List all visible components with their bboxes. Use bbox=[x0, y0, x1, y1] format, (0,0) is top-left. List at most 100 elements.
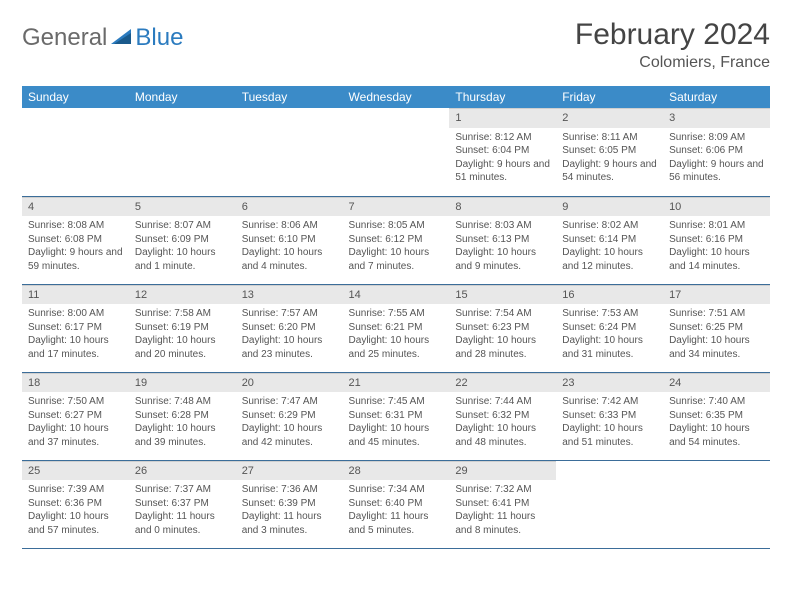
cell-body: Sunrise: 8:05 AMSunset: 6:12 PMDaylight:… bbox=[343, 216, 450, 278]
sunset-text: Sunset: 6:25 PM bbox=[669, 321, 764, 335]
daylight-text: Daylight: 10 hours and 45 minutes. bbox=[349, 422, 444, 449]
daylight-text: Daylight: 10 hours and 7 minutes. bbox=[349, 246, 444, 273]
day-number: 21 bbox=[343, 373, 450, 393]
sunset-text: Sunset: 6:19 PM bbox=[135, 321, 230, 335]
cell-body: Sunrise: 7:58 AMSunset: 6:19 PMDaylight:… bbox=[129, 304, 236, 366]
calendar-cell: 14Sunrise: 7:55 AMSunset: 6:21 PMDayligh… bbox=[343, 284, 450, 372]
calendar-cell: 11Sunrise: 8:00 AMSunset: 6:17 PMDayligh… bbox=[22, 284, 129, 372]
day-number: 7 bbox=[343, 197, 450, 217]
day-number: 1 bbox=[449, 108, 556, 128]
daylight-text: Daylight: 11 hours and 3 minutes. bbox=[242, 510, 337, 537]
day-number: 2 bbox=[556, 108, 663, 128]
sunrise-text: Sunrise: 7:54 AM bbox=[455, 307, 550, 321]
sunrise-text: Sunrise: 7:53 AM bbox=[562, 307, 657, 321]
daylight-text: Daylight: 9 hours and 56 minutes. bbox=[669, 158, 764, 185]
sunset-text: Sunset: 6:33 PM bbox=[562, 409, 657, 423]
cell-body: Sunrise: 7:54 AMSunset: 6:23 PMDaylight:… bbox=[449, 304, 556, 366]
day-number: 24 bbox=[663, 373, 770, 393]
cell-body: Sunrise: 7:39 AMSunset: 6:36 PMDaylight:… bbox=[22, 480, 129, 542]
sunset-text: Sunset: 6:39 PM bbox=[242, 497, 337, 511]
daylight-text: Daylight: 11 hours and 8 minutes. bbox=[455, 510, 550, 537]
day-header: Thursday bbox=[449, 86, 556, 108]
day-header: Monday bbox=[129, 86, 236, 108]
sunset-text: Sunset: 6:14 PM bbox=[562, 233, 657, 247]
cell-body: Sunrise: 8:09 AMSunset: 6:06 PMDaylight:… bbox=[663, 128, 770, 190]
calendar-cell: 2Sunrise: 8:11 AMSunset: 6:05 PMDaylight… bbox=[556, 108, 663, 196]
sunset-text: Sunset: 6:17 PM bbox=[28, 321, 123, 335]
sunrise-text: Sunrise: 8:07 AM bbox=[135, 219, 230, 233]
sunset-text: Sunset: 6:10 PM bbox=[242, 233, 337, 247]
sunset-text: Sunset: 6:41 PM bbox=[455, 497, 550, 511]
cell-body: Sunrise: 7:32 AMSunset: 6:41 PMDaylight:… bbox=[449, 480, 556, 542]
daylight-text: Daylight: 10 hours and 39 minutes. bbox=[135, 422, 230, 449]
sunrise-text: Sunrise: 7:36 AM bbox=[242, 483, 337, 497]
sunrise-text: Sunrise: 8:03 AM bbox=[455, 219, 550, 233]
calendar-cell: 17Sunrise: 7:51 AMSunset: 6:25 PMDayligh… bbox=[663, 284, 770, 372]
sunset-text: Sunset: 6:27 PM bbox=[28, 409, 123, 423]
header: General Blue February 2024 Colomiers, Fr… bbox=[22, 18, 770, 72]
sunrise-text: Sunrise: 7:58 AM bbox=[135, 307, 230, 321]
day-number: 26 bbox=[129, 461, 236, 481]
sunset-text: Sunset: 6:06 PM bbox=[669, 144, 764, 158]
daylight-text: Daylight: 10 hours and 51 minutes. bbox=[562, 422, 657, 449]
day-number bbox=[556, 461, 663, 465]
sunset-text: Sunset: 6:35 PM bbox=[669, 409, 764, 423]
day-number: 5 bbox=[129, 197, 236, 217]
sunrise-text: Sunrise: 8:08 AM bbox=[28, 219, 123, 233]
calendar-cell: 4Sunrise: 8:08 AMSunset: 6:08 PMDaylight… bbox=[22, 196, 129, 284]
daylight-text: Daylight: 10 hours and 1 minute. bbox=[135, 246, 230, 273]
daylight-text: Daylight: 11 hours and 5 minutes. bbox=[349, 510, 444, 537]
day-number bbox=[129, 108, 236, 112]
day-header: Tuesday bbox=[236, 86, 343, 108]
calendar-cell bbox=[663, 460, 770, 548]
sunrise-text: Sunrise: 8:05 AM bbox=[349, 219, 444, 233]
sunrise-text: Sunrise: 8:02 AM bbox=[562, 219, 657, 233]
sunset-text: Sunset: 6:36 PM bbox=[28, 497, 123, 511]
calendar-cell: 25Sunrise: 7:39 AMSunset: 6:36 PMDayligh… bbox=[22, 460, 129, 548]
sunrise-text: Sunrise: 8:11 AM bbox=[562, 131, 657, 145]
daylight-text: Daylight: 10 hours and 12 minutes. bbox=[562, 246, 657, 273]
sunset-text: Sunset: 6:28 PM bbox=[135, 409, 230, 423]
daylight-text: Daylight: 10 hours and 34 minutes. bbox=[669, 334, 764, 361]
logo-text-blue: Blue bbox=[135, 24, 183, 52]
calendar-row: 25Sunrise: 7:39 AMSunset: 6:36 PMDayligh… bbox=[22, 460, 770, 548]
cell-body: Sunrise: 7:53 AMSunset: 6:24 PMDaylight:… bbox=[556, 304, 663, 366]
day-number: 20 bbox=[236, 373, 343, 393]
sunset-text: Sunset: 6:29 PM bbox=[242, 409, 337, 423]
day-number: 17 bbox=[663, 285, 770, 305]
day-number: 14 bbox=[343, 285, 450, 305]
daylight-text: Daylight: 10 hours and 48 minutes. bbox=[455, 422, 550, 449]
day-number: 29 bbox=[449, 461, 556, 481]
sunrise-text: Sunrise: 7:40 AM bbox=[669, 395, 764, 409]
calendar-cell: 6 Sunrise: 8:06 AMSunset: 6:10 PMDaylight… bbox=[236, 196, 343, 284]
sunrise-text: Sunrise: 7:42 AM bbox=[562, 395, 657, 409]
cell-body: Sunrise: 7:36 AMSunset: 6:39 PMDaylight:… bbox=[236, 480, 343, 542]
sunset-text: Sunset: 6:40 PM bbox=[349, 497, 444, 511]
daylight-text: Daylight: 10 hours and 37 minutes. bbox=[28, 422, 123, 449]
sunset-text: Sunset: 6:20 PM bbox=[242, 321, 337, 335]
title-block: February 2024 Colomiers, France bbox=[575, 18, 770, 72]
daylight-text: Daylight: 10 hours and 23 minutes. bbox=[242, 334, 337, 361]
calendar-body: 1Sunrise: 8:12 AMSunset: 6:04 PMDaylight… bbox=[22, 108, 770, 548]
daylight-text: Daylight: 10 hours and 4 minutes. bbox=[242, 246, 337, 273]
day-number: 13 bbox=[236, 285, 343, 305]
calendar-cell bbox=[343, 108, 450, 196]
cell-body: Sunrise: 8:11 AMSunset: 6:05 PMDaylight:… bbox=[556, 128, 663, 190]
cell-body: Sunrise: 7:47 AMSunset: 6:29 PMDaylight:… bbox=[236, 392, 343, 454]
cell-body: Sunrise: 7:51 AMSunset: 6:25 PMDaylight:… bbox=[663, 304, 770, 366]
daylight-text: Daylight: 9 hours and 54 minutes. bbox=[562, 158, 657, 185]
sunset-text: Sunset: 6:31 PM bbox=[349, 409, 444, 423]
sunrise-text: Sunrise: 7:55 AM bbox=[349, 307, 444, 321]
daylight-text: Daylight: 10 hours and 14 minutes. bbox=[669, 246, 764, 273]
calendar-cell: 3Sunrise: 8:09 AMSunset: 6:06 PMDaylight… bbox=[663, 108, 770, 196]
sunrise-text: Sunrise: 8:06 AM bbox=[242, 219, 337, 233]
sunset-text: Sunset: 6:12 PM bbox=[349, 233, 444, 247]
day-number: 28 bbox=[343, 461, 450, 481]
day-number: 6 bbox=[236, 197, 343, 217]
calendar-cell: 8Sunrise: 8:03 AMSunset: 6:13 PMDaylight… bbox=[449, 196, 556, 284]
daylight-text: Daylight: 10 hours and 20 minutes. bbox=[135, 334, 230, 361]
sunrise-text: Sunrise: 8:09 AM bbox=[669, 131, 764, 145]
calendar-cell bbox=[22, 108, 129, 196]
day-header: Friday bbox=[556, 86, 663, 108]
cell-body: Sunrise: 8:03 AMSunset: 6:13 PMDaylight:… bbox=[449, 216, 556, 278]
